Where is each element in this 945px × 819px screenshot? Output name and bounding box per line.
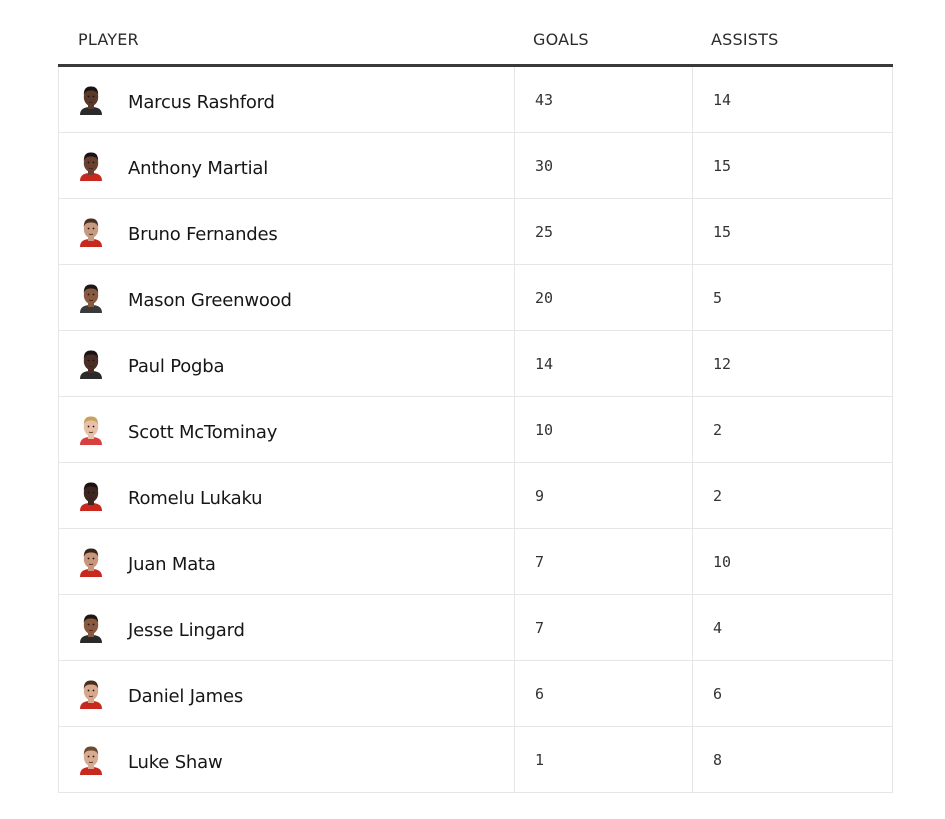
goals-cell: 10	[515, 397, 693, 462]
assists-value: 2	[713, 487, 723, 505]
assists-value: 6	[713, 685, 723, 703]
assists-value: 4	[713, 619, 723, 637]
player-name[interactable]: Anthony Martial	[128, 158, 269, 179]
player-name[interactable]: Bruno Fernandes	[128, 224, 278, 245]
goals-cell: 14	[515, 331, 693, 396]
player-name[interactable]: Paul Pogba	[128, 356, 225, 377]
player-avatar-icon	[80, 284, 102, 313]
player-name[interactable]: Luke Shaw	[128, 752, 223, 773]
player-avatar-icon	[80, 746, 102, 775]
assists-value: 8	[713, 751, 723, 769]
goals-cell: 43	[515, 67, 693, 132]
player-avatar-icon	[80, 218, 102, 247]
column-header-assists[interactable]: ASSISTS	[711, 30, 779, 49]
player-avatar-icon	[80, 680, 102, 709]
table-row[interactable]: Jesse Lingard 7 4	[59, 595, 892, 661]
assists-cell: 15	[693, 133, 892, 198]
table-row[interactable]: Luke Shaw 1 8	[59, 727, 892, 793]
assists-cell: 4	[693, 595, 892, 660]
assists-cell: 12	[693, 331, 892, 396]
goals-value: 20	[535, 289, 554, 307]
goals-value: 30	[535, 157, 554, 175]
goals-value: 14	[535, 355, 554, 373]
goals-cell: 7	[515, 529, 693, 594]
table-row[interactable]: Scott McTominay 10 2	[59, 397, 892, 463]
player-cell: Romelu Lukaku	[59, 463, 515, 528]
goals-cell: 30	[515, 133, 693, 198]
player-avatar-icon	[80, 482, 102, 511]
player-name[interactable]: Jesse Lingard	[128, 620, 245, 641]
table-row[interactable]: Anthony Martial 30 15	[59, 133, 892, 199]
goals-value: 25	[535, 223, 554, 241]
goals-value: 43	[535, 91, 554, 109]
player-cell: Jesse Lingard	[59, 595, 515, 660]
assists-value: 14	[713, 91, 732, 109]
assists-cell: 2	[693, 397, 892, 462]
assists-value: 15	[713, 223, 732, 241]
player-cell: Marcus Rashford	[59, 67, 515, 132]
goals-value: 10	[535, 421, 554, 439]
assists-value: 2	[713, 421, 723, 439]
player-avatar-icon	[80, 86, 102, 115]
table-row[interactable]: Bruno Fernandes 25 15	[59, 199, 892, 265]
goals-cell: 9	[515, 463, 693, 528]
player-name[interactable]: Marcus Rashford	[128, 92, 275, 113]
goals-value: 7	[535, 553, 545, 571]
goals-cell: 25	[515, 199, 693, 264]
player-cell: Paul Pogba	[59, 331, 515, 396]
goals-cell: 7	[515, 595, 693, 660]
player-avatar-icon	[80, 416, 102, 445]
table-row[interactable]: Marcus Rashford 43 14	[59, 67, 892, 133]
assists-value: 12	[713, 355, 732, 373]
player-cell: Scott McTominay	[59, 397, 515, 462]
goals-value: 7	[535, 619, 545, 637]
player-stats-table: PLAYER GOALS ASSISTS Marcus Rashford 43 14…	[58, 0, 893, 793]
player-name[interactable]: Daniel James	[128, 686, 244, 707]
player-avatar-icon	[80, 548, 102, 577]
player-cell: Anthony Martial	[59, 133, 515, 198]
assists-cell: 2	[693, 463, 892, 528]
player-name[interactable]: Scott McTominay	[128, 422, 278, 443]
table-row[interactable]: Mason Greenwood 20 5	[59, 265, 892, 331]
table-header: PLAYER GOALS ASSISTS	[58, 0, 893, 67]
assists-value: 15	[713, 157, 732, 175]
assists-cell: 10	[693, 529, 892, 594]
table-row[interactable]: Romelu Lukaku 9 2	[59, 463, 892, 529]
table-body: Marcus Rashford 43 14 Anthony Martial 30 15 Br…	[58, 67, 893, 793]
assists-cell: 6	[693, 661, 892, 726]
player-avatar-icon	[80, 614, 102, 643]
goals-cell: 20	[515, 265, 693, 330]
table-row[interactable]: Daniel James 6 6	[59, 661, 892, 727]
player-cell: Luke Shaw	[59, 727, 515, 792]
assists-value: 5	[713, 289, 723, 307]
goals-value: 9	[535, 487, 545, 505]
player-name[interactable]: Romelu Lukaku	[128, 488, 263, 509]
assists-value: 10	[713, 553, 732, 571]
goals-cell: 1	[515, 727, 693, 792]
player-cell: Bruno Fernandes	[59, 199, 515, 264]
player-name[interactable]: Juan Mata	[128, 554, 216, 575]
goals-cell: 6	[515, 661, 693, 726]
assists-cell: 15	[693, 199, 892, 264]
player-avatar-icon	[80, 350, 102, 379]
assists-cell: 5	[693, 265, 892, 330]
table-row[interactable]: Juan Mata 7 10	[59, 529, 892, 595]
assists-cell: 14	[693, 67, 892, 132]
column-header-goals[interactable]: GOALS	[533, 30, 589, 49]
column-header-player[interactable]: PLAYER	[78, 30, 139, 49]
goals-value: 1	[535, 751, 545, 769]
player-cell: Juan Mata	[59, 529, 515, 594]
player-cell: Daniel James	[59, 661, 515, 726]
goals-value: 6	[535, 685, 545, 703]
player-name[interactable]: Mason Greenwood	[128, 290, 292, 311]
player-cell: Mason Greenwood	[59, 265, 515, 330]
table-row[interactable]: Paul Pogba 14 12	[59, 331, 892, 397]
assists-cell: 8	[693, 727, 892, 792]
player-avatar-icon	[80, 152, 102, 181]
